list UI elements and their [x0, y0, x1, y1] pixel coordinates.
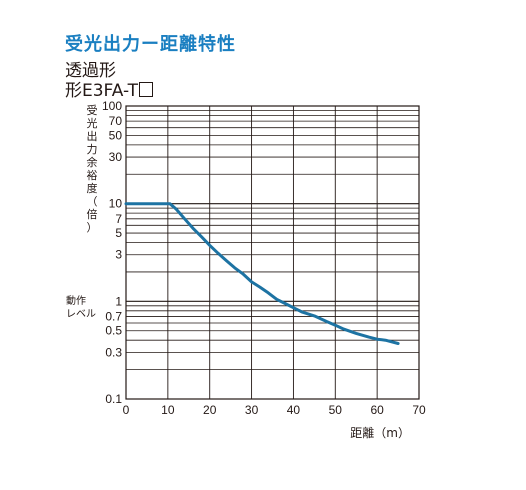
- model-suffix-box: [139, 82, 153, 97]
- y-tick-label: 5: [115, 226, 122, 240]
- y-tick-label: 0.1: [105, 392, 122, 406]
- y-axis-label-char: 度: [86, 182, 98, 195]
- y-axis-label-char: 倍: [86, 208, 98, 221]
- y-tick-label: 70: [109, 114, 123, 128]
- x-tick-label: 70: [412, 403, 426, 417]
- y-axis-label-char: 余: [86, 156, 98, 169]
- minor-grid: [126, 110, 419, 370]
- y-axis-label-char: 受: [86, 104, 98, 117]
- y-tick-label: 100: [102, 99, 122, 113]
- plot-frame: [125, 105, 420, 400]
- model-name: 形E3FA-T: [65, 81, 138, 101]
- y-tick-label: 0.5: [105, 324, 122, 338]
- y-axis-label-char: ）: [86, 221, 98, 234]
- y-tick-label: 7: [115, 212, 122, 226]
- y-tick-label: 10: [109, 197, 123, 211]
- y-axis-label-char: 光: [86, 117, 98, 130]
- y-axis-label-char: 裕: [86, 169, 98, 182]
- y-axis-label-char: 力: [86, 143, 98, 156]
- x-tick-label: 30: [245, 403, 259, 417]
- x-tick-label: 50: [329, 403, 343, 417]
- chart-title: 受光出力ー距離特性: [65, 34, 236, 55]
- x-tick-label: 10: [161, 403, 175, 417]
- y-tick-label: 50: [109, 128, 123, 142]
- sensor-type-label: 透過形: [65, 61, 116, 81]
- x-tick-labels: 0 10 20 30 40 50 60 70: [123, 403, 426, 417]
- series-line: [124, 202, 400, 345]
- y-tick-label: 1: [115, 294, 122, 308]
- y-tick-label: 30: [109, 150, 123, 164]
- y-axis-label: 受光出力余裕度（倍）: [84, 104, 100, 234]
- y-tick-label: 0.7: [105, 309, 122, 323]
- x-axis-label: 距離（m）: [350, 426, 410, 440]
- x-tick-label: 60: [370, 403, 384, 417]
- x-tick-label: 0: [123, 403, 130, 417]
- y-axis-label-char: 出: [86, 130, 98, 143]
- operating-level-line-2: レベル: [66, 309, 96, 320]
- operating-level-label: 動作 レベル: [66, 295, 96, 321]
- y-axis-label-char: （: [86, 195, 98, 208]
- model-label: 形E3FA-T: [65, 76, 153, 101]
- x-tick-label: 40: [287, 403, 301, 417]
- y-tick-label: 0.3: [105, 345, 122, 359]
- major-grid: [125, 106, 420, 400]
- y-tick-label: 3: [115, 248, 122, 262]
- x-tick-label: 20: [203, 403, 217, 417]
- operating-level-line-1: 動作: [66, 296, 86, 307]
